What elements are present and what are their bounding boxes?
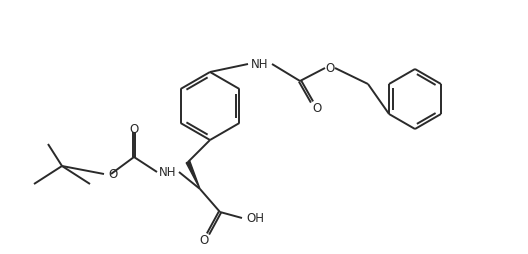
Text: O: O [325, 61, 335, 74]
Text: O: O [313, 103, 322, 116]
Text: OH: OH [246, 212, 264, 225]
Text: O: O [129, 123, 139, 136]
Text: NH: NH [159, 166, 177, 179]
Text: O: O [200, 234, 209, 247]
Text: O: O [108, 167, 117, 181]
Text: NH: NH [251, 57, 269, 71]
Polygon shape [186, 161, 200, 189]
